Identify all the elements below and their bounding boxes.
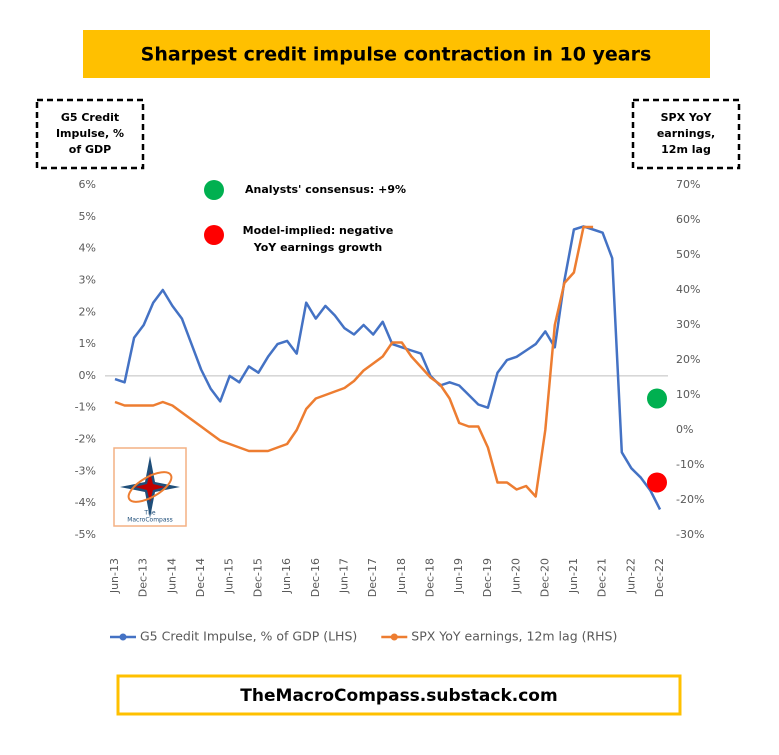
logo-ring (127, 471, 173, 503)
y-tick-label: -1% (75, 401, 96, 414)
x-tick-label: Jun-22 (624, 558, 637, 594)
y-tick-label: 6% (79, 178, 96, 191)
y-tick-label: 3% (79, 273, 96, 286)
x-tick-label: Dec-17 (366, 558, 379, 597)
y-axis-label: Impulse, % (56, 127, 124, 140)
x-tick-label: Dec-14 (194, 558, 207, 597)
x-tick-label: Dec-13 (137, 558, 150, 597)
x-tick-label: Jun-13 (108, 558, 121, 594)
logo-text: MacroCompass (127, 517, 173, 524)
x-tick-label: Jun-17 (337, 558, 350, 594)
y2-tick-label: 10% (676, 388, 700, 401)
x-tick-label: Jun-15 (223, 558, 236, 594)
y2-tick-label: -30% (676, 528, 704, 541)
annotation: YoY earnings growth (253, 241, 382, 254)
logo-text: The (143, 510, 155, 517)
y2-tick-label: 70% (676, 178, 700, 191)
x-tick-label: Dec-16 (309, 558, 322, 597)
logo: The MacroCompass (113, 447, 187, 527)
y2-tick-label: 50% (676, 248, 700, 261)
legend-item: SPX YoY earnings, 12m lag (RHS) (381, 629, 617, 644)
chart-title: Sharpest credit impulse contraction in 1… (141, 44, 652, 66)
annotation: Model-implied: negative (243, 224, 394, 237)
y-axis-label: of GDP (69, 143, 111, 156)
legend-label: G5 Credit Impulse, % of GDP (LHS) (140, 629, 357, 644)
y2-axis-label: earnings, (657, 127, 715, 140)
y-tick-label: -4% (75, 496, 96, 509)
x-tick-label: Jun-20 (510, 558, 523, 594)
y2-tick-label: 0% (676, 423, 693, 436)
y2-axis-label: SPX YoY (661, 111, 713, 124)
y-tick-label: -3% (75, 464, 96, 477)
footer-box (116, 674, 682, 716)
marker-point (647, 388, 667, 409)
y-tick-label: -5% (75, 528, 96, 541)
x-tick-label: Jun-19 (452, 558, 465, 594)
x-tick-label: Jun-21 (567, 558, 580, 594)
y2-axis-label: 12m lag (661, 143, 711, 156)
y-tick-label: 4% (79, 242, 96, 255)
annotation-dot (204, 180, 224, 200)
y2-tick-label: 20% (676, 353, 700, 366)
y2-tick-label: 30% (676, 318, 700, 331)
x-tick-label: Jun-14 (165, 558, 178, 594)
series-line (114, 225, 594, 498)
x-tick-label: Dec-21 (596, 558, 609, 597)
annotation-dot (204, 225, 224, 245)
y2-tick-label: 60% (676, 213, 700, 226)
annotation: Analysts' consensus: +9% (245, 183, 406, 196)
legend-label: SPX YoY earnings, 12m lag (RHS) (411, 629, 617, 644)
logo-star-inner (135, 472, 165, 502)
x-tick-label: Jun-16 (280, 558, 293, 594)
y2-label-box (631, 98, 741, 170)
y-tick-label: 1% (79, 337, 96, 350)
x-tick-label: Dec-15 (251, 558, 264, 597)
legend-item: G5 Credit Impulse, % of GDP (LHS) (110, 629, 357, 644)
y-tick-label: 0% (79, 369, 96, 382)
y2-tick-label: -10% (676, 458, 704, 471)
y-label-box (35, 98, 145, 170)
x-tick-label: Dec-20 (538, 558, 551, 597)
x-tick-label: Dec-18 (424, 558, 437, 597)
legend-swatch-dot (119, 633, 127, 641)
x-tick-label: Dec-22 (653, 558, 666, 597)
marker-point (647, 472, 667, 493)
x-tick-label: Dec-19 (481, 558, 494, 597)
series-line (114, 225, 662, 511)
x-tick-label: Jun-18 (395, 558, 408, 594)
y2-tick-label: -20% (676, 493, 704, 506)
y2-tick-label: 40% (676, 283, 700, 296)
y-tick-label: 5% (79, 210, 96, 223)
title-banner (83, 30, 710, 78)
legend-swatch-dot (390, 633, 398, 641)
y-tick-label: 2% (79, 305, 96, 318)
y-tick-label: -2% (75, 433, 96, 446)
footer: TheMacroCompass.substack.com (240, 686, 557, 706)
y-axis-label: G5 Credit (61, 111, 119, 124)
